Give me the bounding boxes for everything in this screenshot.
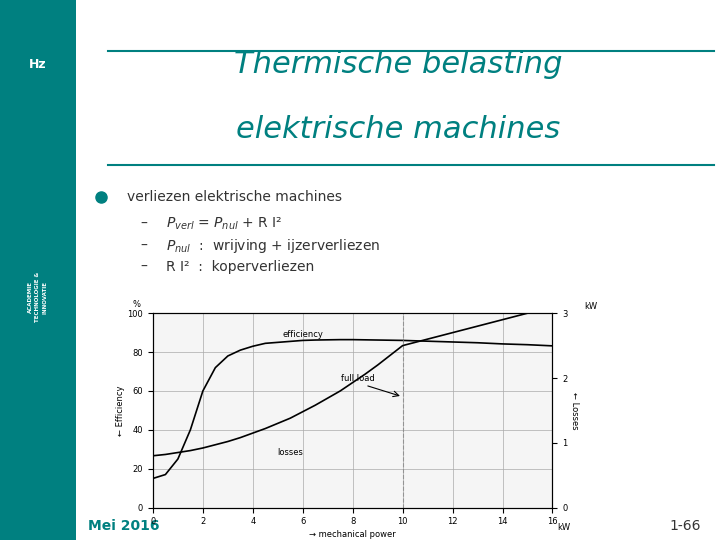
Text: $P_{nul}$  :  wrijving + ijzerverliezen: $P_{nul}$ : wrijving + ijzerverliezen [166, 237, 380, 255]
Text: verliezen elektrische machines: verliezen elektrische machines [127, 190, 342, 204]
Text: %: % [132, 300, 140, 309]
Text: efficiency: efficiency [282, 329, 323, 339]
Text: –: – [140, 217, 147, 231]
Text: losses: losses [277, 448, 303, 457]
Text: full load: full load [341, 374, 374, 383]
Text: –: – [140, 239, 147, 253]
Text: R I²  :  koperverliezen: R I² : koperverliezen [166, 260, 314, 274]
Text: –: – [140, 260, 147, 274]
Text: elektrische machines: elektrische machines [235, 115, 560, 144]
X-axis label: → mechanical power: → mechanical power [310, 530, 396, 539]
Text: $P_{verl}$ = $P_{nul}$ + R I²: $P_{verl}$ = $P_{nul}$ + R I² [166, 216, 282, 232]
Text: Hz: Hz [29, 58, 47, 71]
Y-axis label: ← Losses: ← Losses [570, 392, 580, 429]
Text: kW: kW [585, 302, 598, 312]
Text: 1-66: 1-66 [669, 519, 701, 534]
Text: Thermische belasting: Thermische belasting [233, 50, 562, 79]
Text: ACADEMIE
TECHNOLOGIE &
INNOVATIE: ACADEMIE TECHNOLOGIE & INNOVATIE [28, 272, 48, 322]
Text: Mei 2016: Mei 2016 [89, 519, 160, 534]
Text: kW: kW [557, 523, 570, 532]
Y-axis label: ← Efficiency: ← Efficiency [116, 385, 125, 436]
